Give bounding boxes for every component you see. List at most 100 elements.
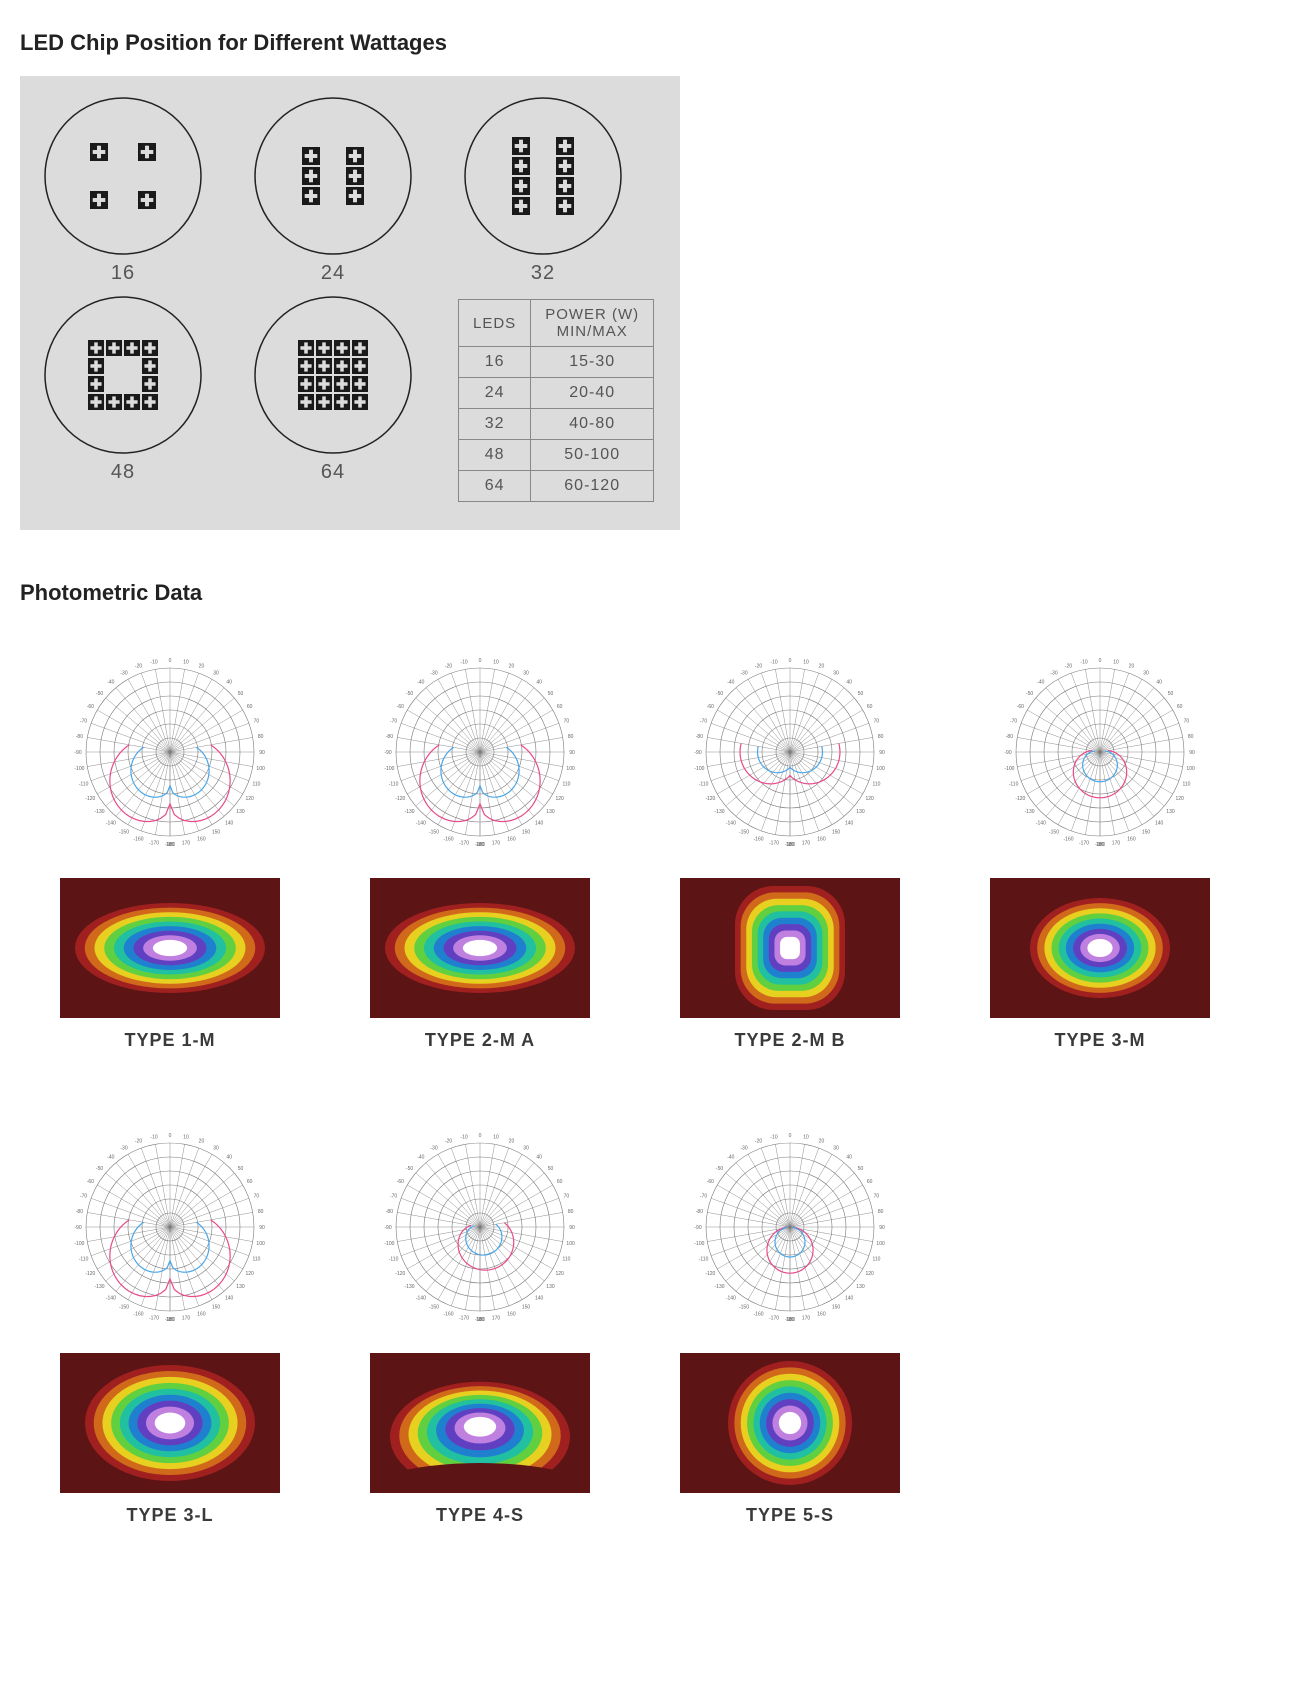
polar-diagram: -180-170-160-150-140-130-120-110-100-90-… <box>680 1131 900 1331</box>
svg-text:-150: -150 <box>119 830 129 836</box>
svg-text:-90: -90 <box>384 1225 391 1231</box>
svg-text:20: 20 <box>199 664 205 670</box>
chip-diagram-64: 64 <box>248 295 418 484</box>
svg-text:-170: -170 <box>769 841 779 847</box>
svg-text:130: 130 <box>856 809 865 815</box>
svg-text:-30: -30 <box>120 670 127 676</box>
svg-text:-90: -90 <box>384 750 391 756</box>
svg-text:-80: -80 <box>76 734 83 740</box>
svg-text:-140: -140 <box>106 1295 116 1301</box>
svg-text:100: 100 <box>566 1241 575 1247</box>
svg-text:120: 120 <box>246 1271 255 1277</box>
svg-text:-40: -40 <box>417 1155 424 1161</box>
svg-text:-160: -160 <box>754 1311 764 1317</box>
svg-text:80: 80 <box>878 734 884 740</box>
svg-text:-60: -60 <box>397 1179 404 1185</box>
svg-text:-160: -160 <box>754 836 764 842</box>
svg-text:110: 110 <box>872 781 880 787</box>
svg-text:150: 150 <box>832 1305 841 1311</box>
svg-text:140: 140 <box>1155 820 1164 826</box>
svg-text:20: 20 <box>509 1139 515 1145</box>
svg-text:180: 180 <box>166 1317 175 1323</box>
svg-text:0: 0 <box>789 658 792 664</box>
photometric-item: -180-170-160-150-140-130-120-110-100-90-… <box>60 656 280 1051</box>
power-table-header: LEDS <box>459 300 531 347</box>
svg-text:130: 130 <box>236 809 245 815</box>
svg-text:100: 100 <box>876 1241 885 1247</box>
svg-text:-100: -100 <box>74 1241 84 1247</box>
svg-text:-140: -140 <box>416 1295 426 1301</box>
svg-text:-10: -10 <box>150 1134 157 1140</box>
svg-text:-150: -150 <box>119 1305 129 1311</box>
svg-text:-80: -80 <box>696 1209 703 1215</box>
svg-text:180: 180 <box>166 842 175 848</box>
svg-text:80: 80 <box>258 734 264 740</box>
svg-text:-150: -150 <box>739 1305 749 1311</box>
svg-text:90: 90 <box>879 1225 885 1231</box>
svg-text:40: 40 <box>846 680 852 686</box>
svg-text:60: 60 <box>247 1179 253 1185</box>
heatmap-diagram <box>370 878 590 1018</box>
svg-text:80: 80 <box>258 1209 264 1215</box>
svg-text:90: 90 <box>1189 750 1195 756</box>
svg-text:-110: -110 <box>389 1256 399 1262</box>
svg-text:-130: -130 <box>405 1284 415 1290</box>
svg-text:70: 70 <box>874 719 880 725</box>
svg-text:110: 110 <box>252 781 260 787</box>
svg-text:-40: -40 <box>727 1155 734 1161</box>
svg-text:-160: -160 <box>134 836 144 842</box>
polar-diagram: -180-170-160-150-140-130-120-110-100-90-… <box>990 656 1210 856</box>
svg-text:170: 170 <box>802 841 811 847</box>
svg-text:-120: -120 <box>395 1271 405 1277</box>
svg-text:150: 150 <box>522 830 531 836</box>
power-table-header: POWER (W)MIN/MAX <box>531 300 654 347</box>
chip-label: 16 <box>38 262 208 285</box>
svg-text:140: 140 <box>845 820 854 826</box>
svg-text:0: 0 <box>479 1133 482 1139</box>
svg-text:110: 110 <box>562 1256 570 1262</box>
svg-text:-130: -130 <box>715 809 725 815</box>
table-row: 1615-30 <box>459 347 654 378</box>
svg-text:90: 90 <box>569 750 575 756</box>
svg-text:60: 60 <box>557 1179 563 1185</box>
photometric-item: -180-170-160-150-140-130-120-110-100-90-… <box>370 656 590 1051</box>
svg-text:40: 40 <box>226 1155 232 1161</box>
svg-text:170: 170 <box>182 1316 191 1322</box>
svg-text:160: 160 <box>507 1311 516 1317</box>
svg-text:-50: -50 <box>96 1166 103 1172</box>
svg-text:150: 150 <box>522 1305 531 1311</box>
svg-text:-80: -80 <box>696 734 703 740</box>
photometric-item: -180-170-160-150-140-130-120-110-100-90-… <box>60 1131 280 1526</box>
svg-text:170: 170 <box>492 1316 501 1322</box>
svg-text:-70: -70 <box>390 719 397 725</box>
svg-text:40: 40 <box>1156 680 1162 686</box>
svg-text:40: 40 <box>226 680 232 686</box>
svg-text:0: 0 <box>169 658 172 664</box>
svg-text:-140: -140 <box>416 820 426 826</box>
svg-text:0: 0 <box>789 1133 792 1139</box>
svg-text:-140: -140 <box>1036 820 1046 826</box>
svg-text:10: 10 <box>183 659 189 665</box>
svg-text:10: 10 <box>493 1134 499 1140</box>
svg-text:-50: -50 <box>716 1166 723 1172</box>
chip-diagram-24: 24 <box>248 96 418 285</box>
svg-text:-30: -30 <box>1050 670 1057 676</box>
svg-text:60: 60 <box>867 704 873 710</box>
svg-text:100: 100 <box>1186 766 1195 772</box>
svg-text:-50: -50 <box>716 691 723 697</box>
svg-text:-20: -20 <box>135 1139 142 1145</box>
svg-text:-60: -60 <box>87 704 94 710</box>
svg-text:-160: -160 <box>134 1311 144 1317</box>
heatmap-diagram <box>990 878 1210 1018</box>
section-title-photometric: Photometric Data <box>20 580 1280 606</box>
svg-text:-10: -10 <box>770 659 777 665</box>
svg-text:-90: -90 <box>74 750 81 756</box>
svg-text:-160: -160 <box>1064 836 1074 842</box>
svg-text:90: 90 <box>879 750 885 756</box>
svg-text:80: 80 <box>568 734 574 740</box>
svg-text:-100: -100 <box>694 1241 704 1247</box>
svg-text:-40: -40 <box>1037 680 1044 686</box>
svg-text:20: 20 <box>199 1139 205 1145</box>
photometric-label: TYPE 2-M B <box>680 1030 900 1051</box>
polar-diagram: -180-170-160-150-140-130-120-110-100-90-… <box>60 1131 280 1331</box>
